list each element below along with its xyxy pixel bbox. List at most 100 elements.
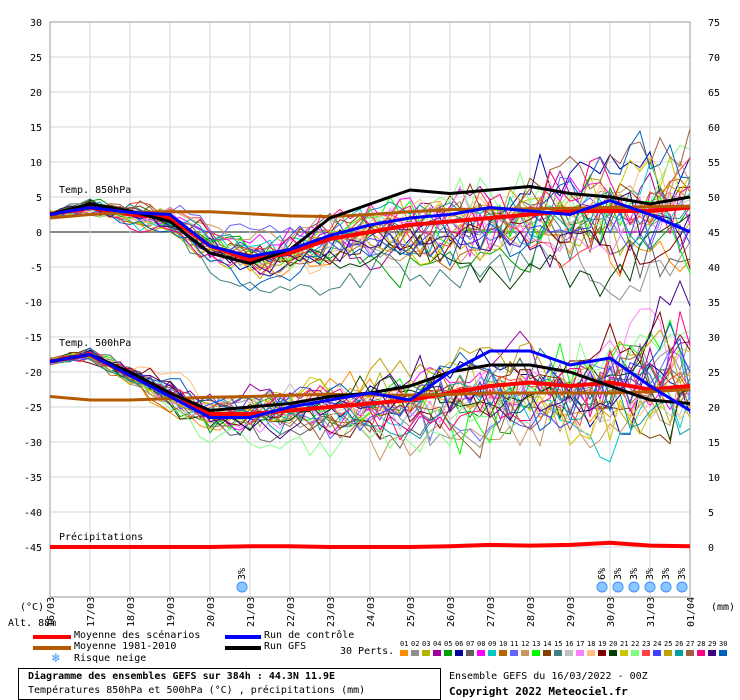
pert-swatch	[664, 650, 672, 656]
pert-line	[49, 352, 691, 440]
pert-number: 20	[609, 640, 618, 648]
pert-number: 02	[411, 640, 420, 648]
label-t850: Temp. 850hPa	[59, 185, 131, 196]
pert-number: 21	[620, 640, 629, 648]
pert-swatch	[642, 650, 650, 656]
pert-line	[49, 321, 691, 432]
pert-number: 26	[675, 640, 684, 648]
legend-swatch-control	[225, 635, 261, 639]
pert-number: 05	[444, 640, 453, 648]
pert-swatch	[444, 650, 452, 656]
right-tick-label: 35	[708, 298, 720, 309]
copyright: Copyright 2022 Meteociel.fr	[449, 685, 628, 698]
pert-number: 07	[466, 640, 475, 648]
right-tick-label: 15	[708, 438, 720, 449]
axis-ticks: 302520151050-5-10-15-20-25-30-35-40-4575…	[24, 18, 720, 627]
right-tick-label: 55	[708, 158, 720, 169]
right-tick-label: 40	[708, 263, 720, 274]
date-tick-label: 18/03	[126, 597, 137, 627]
pert-swatch	[719, 650, 727, 656]
series-line-t850	[49, 185, 691, 265]
legend-swatch-gfs	[225, 646, 261, 650]
right-tick-label: 65	[708, 88, 720, 99]
date-tick-label: 27/03	[486, 597, 497, 627]
pert-number: 16	[565, 640, 574, 648]
pert-number: 13	[532, 640, 541, 648]
right-tick-label: 60	[708, 123, 720, 134]
date-tick-label: 23/03	[326, 597, 337, 627]
right-tick-label: 75	[708, 18, 720, 29]
pert-number: 22	[631, 640, 640, 648]
pert-swatch	[488, 650, 496, 656]
pert-swatch	[631, 650, 639, 656]
pert-swatch	[466, 650, 474, 656]
pert-number: 03	[422, 640, 431, 648]
main-series-lines	[49, 185, 691, 549]
pert-swatch	[675, 650, 683, 656]
date-tick-label: 25/03	[406, 597, 417, 627]
pert-number: 10	[499, 640, 508, 648]
pert-line	[49, 129, 691, 292]
pert-swatch	[554, 650, 562, 656]
pert-number: 18	[587, 640, 596, 648]
pert-swatch	[455, 650, 463, 656]
snow-marker	[660, 581, 672, 593]
legend-mean: Moyenne des scénarios	[74, 630, 201, 641]
left-tick-label: 5	[36, 193, 42, 204]
right-tick-label: 45	[708, 228, 720, 239]
snow-icon: ❄	[52, 651, 60, 666]
date-tick-label: 17/03	[86, 597, 97, 627]
left-tick-label: 0	[36, 228, 42, 239]
pert-swatch	[697, 650, 705, 656]
pert-number: 15	[554, 640, 563, 648]
pert-swatch	[620, 650, 628, 656]
pert-swatch	[521, 650, 529, 656]
pert-number: 30	[719, 640, 728, 648]
pert-swatch	[576, 650, 584, 656]
pert-swatch	[477, 650, 485, 656]
pert-number: 14	[543, 640, 552, 648]
date-tick-label: 29/03	[566, 597, 577, 627]
date-tick-label: 21/03	[246, 597, 257, 627]
series-line-t500	[49, 388, 691, 402]
left-tick-label: 15	[30, 123, 42, 134]
right-tick-label: 0	[708, 543, 714, 554]
snow-risk-label: 3%	[677, 568, 688, 580]
pert-line	[50, 330, 691, 459]
perts-label: 30 Perts.	[340, 646, 395, 657]
snow-marker	[596, 581, 608, 593]
pert-line	[49, 351, 691, 459]
right-tick-label: 30	[708, 333, 720, 344]
pert-swatch	[609, 650, 617, 656]
pert-swatch	[411, 650, 419, 656]
pert-number: 28	[697, 640, 706, 648]
date-tick-label: 30/03	[606, 597, 617, 627]
pert-swatch	[653, 650, 661, 656]
date-tick-label: 16/03	[46, 597, 57, 627]
pert-line	[49, 279, 691, 440]
pert-swatch	[587, 650, 595, 656]
pert-swatch	[598, 650, 606, 656]
date-tick-label: 28/03	[526, 597, 537, 627]
label-precip: Précipitations	[59, 531, 143, 543]
snow-marker	[236, 581, 248, 593]
snow-risk-label: 3%	[629, 568, 640, 580]
left-tick-label: 10	[30, 158, 42, 169]
right-tick-label: 25	[708, 368, 720, 379]
pert-number: 06	[455, 640, 464, 648]
pert-number: 04	[433, 640, 442, 648]
series-line-t850	[49, 199, 691, 258]
pert-number: 12	[521, 640, 530, 648]
left-tick-label: -10	[24, 298, 42, 309]
pert-number: 23	[642, 640, 651, 648]
date-tick-label: 22/03	[286, 597, 297, 627]
right-tick-label: 5	[708, 508, 714, 519]
plot-frame	[49, 21, 691, 598]
snow-risk-label: 3%	[661, 568, 672, 580]
run-info: Ensemble GEFS du 16/03/2022 - 00Z	[449, 671, 648, 682]
left-tick-label: -20	[24, 368, 42, 379]
pert-number: 09	[488, 640, 497, 648]
pert-number: 17	[576, 640, 585, 648]
pert-number: 08	[477, 640, 486, 648]
footer-box-left: Diagramme des ensembles GEFS sur 384h : …	[18, 668, 441, 700]
